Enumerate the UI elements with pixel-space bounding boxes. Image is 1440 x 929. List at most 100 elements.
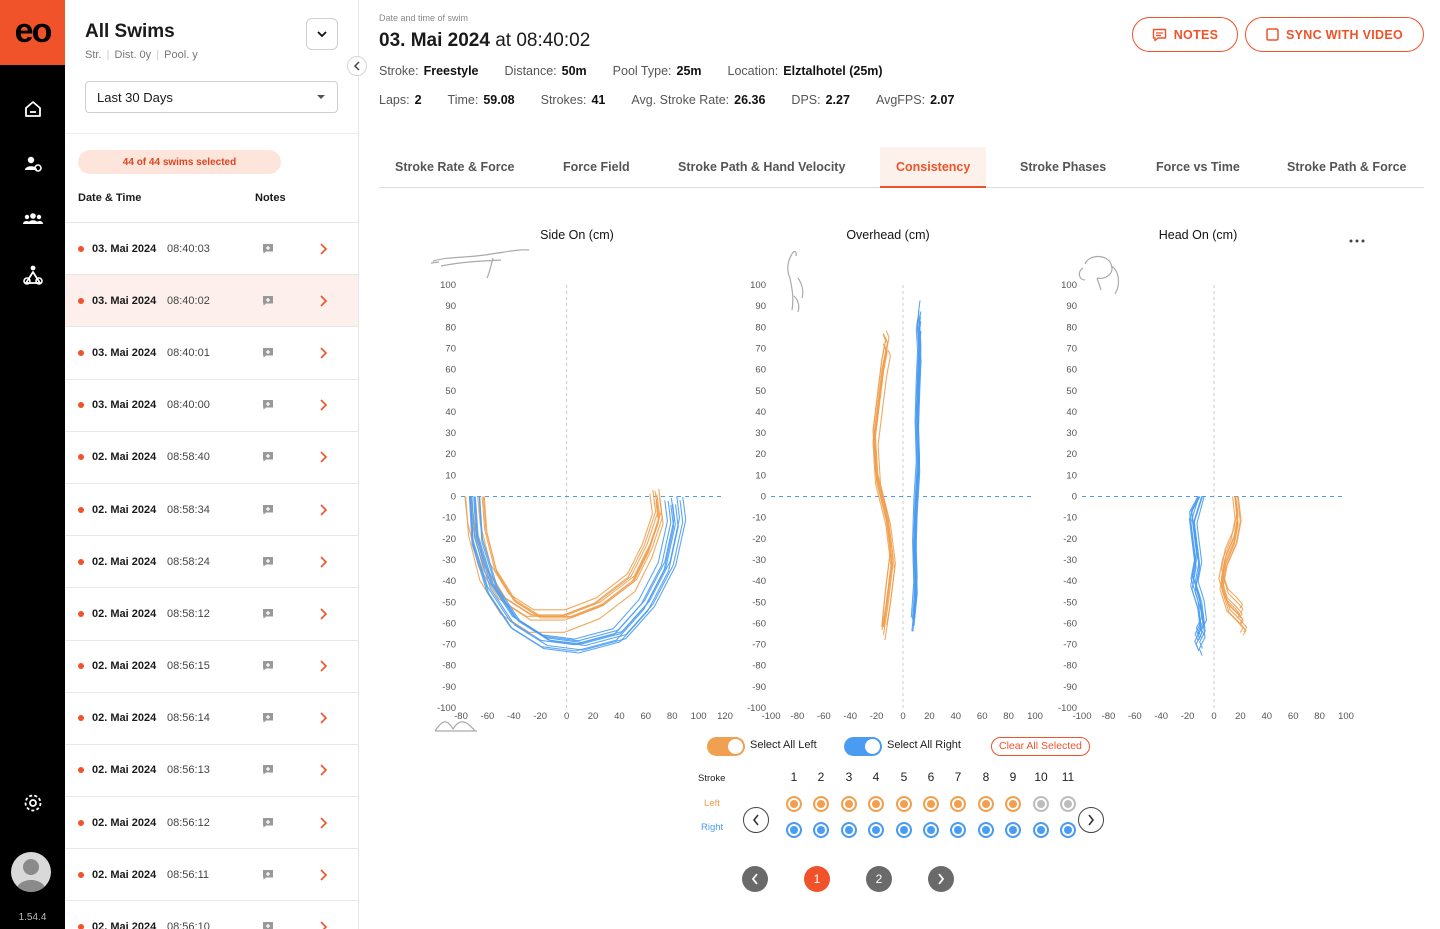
right-stroke-toggle[interactable]	[978, 822, 994, 838]
add-note-icon[interactable]	[262, 399, 274, 411]
strokes-prev-button[interactable]	[743, 807, 769, 833]
y-tick-label: -50	[752, 597, 766, 608]
avatar[interactable]	[11, 852, 51, 892]
home-icon[interactable]	[20, 96, 46, 122]
tab-stroke-path-force[interactable]: Stroke Path & Force	[1287, 160, 1407, 174]
swim-row[interactable]: 02. Mai 2024 08:56:15	[65, 639, 358, 692]
right-stroke-toggle[interactable]	[868, 822, 884, 838]
settings-icon[interactable]	[20, 790, 46, 816]
add-note-icon[interactable]	[262, 347, 274, 359]
tab-consistency[interactable]: Consistency	[880, 147, 987, 188]
right-hand-stroke-path	[469, 496, 672, 646]
add-note-icon[interactable]	[262, 295, 274, 307]
swim-row[interactable]: 02. Mai 2024 08:58:34	[65, 482, 358, 535]
swim-row[interactable]: 02. Mai 2024 08:56:13	[65, 743, 358, 796]
chevron-right-icon[interactable]	[319, 242, 328, 256]
right-stroke-toggle[interactable]	[813, 822, 829, 838]
select-all-left-toggle[interactable]	[707, 737, 745, 756]
left-stroke-toggle[interactable]	[868, 796, 884, 812]
add-note-icon[interactable]	[262, 451, 274, 463]
left-stroke-toggle[interactable]	[978, 796, 994, 812]
add-note-icon[interactable]	[262, 608, 274, 620]
right-stroke-toggle[interactable]	[923, 822, 939, 838]
right-stroke-toggle[interactable]	[841, 822, 857, 838]
page-next-button[interactable]	[928, 866, 954, 892]
x-tick-label: 100	[691, 711, 707, 722]
chevron-right-icon[interactable]	[319, 346, 328, 360]
add-note-icon[interactable]	[262, 504, 274, 516]
y-tick-label: 10	[1066, 470, 1077, 481]
swim-row[interactable]: 03. Mai 2024 08:40:00	[65, 378, 358, 431]
swim-row-time: 08:40:02	[167, 294, 210, 307]
eo-logo[interactable]: eo	[0, 0, 65, 65]
chevron-right-icon[interactable]	[319, 450, 328, 464]
left-stroke-toggle[interactable]	[841, 796, 857, 812]
right-stroke-toggle[interactable]	[896, 822, 912, 838]
left-stroke-toggle[interactable]	[1033, 796, 1049, 812]
chevron-right-icon[interactable]	[319, 607, 328, 621]
swim-row[interactable]: 03. Mai 2024 08:40:02	[65, 274, 358, 327]
tab-force-field[interactable]: Force Field	[563, 160, 630, 174]
page-prev-button[interactable]	[742, 866, 768, 892]
add-note-icon[interactable]	[262, 817, 274, 829]
strokes-next-button[interactable]	[1078, 807, 1104, 833]
chevron-right-icon[interactable]	[319, 920, 328, 929]
add-note-icon[interactable]	[262, 921, 274, 929]
triathlon-icon[interactable]	[20, 262, 46, 288]
left-stroke-toggle[interactable]	[923, 796, 939, 812]
swim-row[interactable]: 02. Mai 2024 08:56:14	[65, 691, 358, 744]
team-icon[interactable]	[20, 206, 46, 232]
add-note-icon[interactable]	[262, 869, 274, 881]
collapse-filters-button[interactable]	[306, 18, 338, 50]
swim-row[interactable]: 02. Mai 2024 08:56:11	[65, 848, 358, 900]
notes-button[interactable]: NOTES	[1132, 17, 1238, 52]
chevron-right-icon[interactable]	[319, 503, 328, 517]
tab-stroke-phases[interactable]: Stroke Phases	[1020, 160, 1107, 174]
sync-with-video-button[interactable]: SYNC WITH VIDEO	[1245, 17, 1424, 52]
selected-count-badge[interactable]: 44 of 44 swims selected	[78, 150, 281, 174]
left-stroke-toggle[interactable]	[1060, 796, 1076, 812]
tab-force-vs-time[interactable]: Force vs Time	[1156, 160, 1240, 174]
user-settings-icon[interactable]	[20, 151, 46, 177]
chevron-right-icon[interactable]	[319, 816, 328, 830]
add-note-icon[interactable]	[262, 556, 274, 568]
chevron-right-icon[interactable]	[319, 555, 328, 569]
tab-stroke-path-hand-velocity[interactable]: Stroke Path & Hand Velocity	[678, 160, 846, 174]
left-stroke-toggle[interactable]	[950, 796, 966, 812]
swim-row[interactable]: 03. Mai 2024 08:40:03	[65, 222, 358, 274]
right-stroke-toggle[interactable]	[786, 822, 802, 838]
swim-row[interactable]: 02. Mai 2024 08:56:10	[65, 900, 358, 929]
tab-stroke-rate-force[interactable]: Stroke Rate & Force	[395, 160, 515, 174]
right-stroke-toggle[interactable]	[1033, 822, 1049, 838]
clear-all-selected-button[interactable]: Clear All Selected	[991, 737, 1090, 756]
add-note-icon[interactable]	[262, 243, 274, 255]
add-note-icon[interactable]	[262, 764, 274, 776]
left-stroke-toggle[interactable]	[1005, 796, 1021, 812]
chevron-right-icon[interactable]	[319, 659, 328, 673]
chevron-right-icon[interactable]	[319, 294, 328, 308]
right-stroke-toggle[interactable]	[1060, 822, 1076, 838]
swim-row[interactable]: 03. Mai 2024 08:40:01	[65, 326, 358, 378]
left-stroke-toggle[interactable]	[896, 796, 912, 812]
chevron-right-icon[interactable]	[319, 868, 328, 882]
y-tick-label: -80	[442, 661, 456, 672]
select-all-right-toggle[interactable]	[844, 737, 882, 756]
collapse-panel-button[interactable]	[347, 56, 367, 76]
right-stroke-toggle[interactable]	[1005, 822, 1021, 838]
swim-row[interactable]: 02. Mai 2024 08:56:12	[65, 796, 358, 848]
page-button[interactable]: 2	[866, 866, 892, 892]
swim-row[interactable]: 02. Mai 2024 08:58:24	[65, 535, 358, 587]
chevron-right-icon[interactable]	[319, 398, 328, 412]
add-note-icon[interactable]	[262, 712, 274, 724]
add-note-icon[interactable]	[262, 660, 274, 672]
right-stroke-toggle[interactable]	[950, 822, 966, 838]
chevron-right-icon[interactable]	[319, 763, 328, 777]
swim-row[interactable]: 02. Mai 2024 08:58:12	[65, 587, 358, 639]
more-menu-icon[interactable]	[1347, 234, 1367, 248]
date-range-select[interactable]: Last 30 Days	[85, 81, 338, 113]
page-button[interactable]: 1	[804, 866, 830, 892]
left-stroke-toggle[interactable]	[786, 796, 802, 812]
swim-row[interactable]: 02. Mai 2024 08:58:40	[65, 430, 358, 483]
left-stroke-toggle[interactable]	[813, 796, 829, 812]
chevron-right-icon[interactable]	[319, 711, 328, 725]
